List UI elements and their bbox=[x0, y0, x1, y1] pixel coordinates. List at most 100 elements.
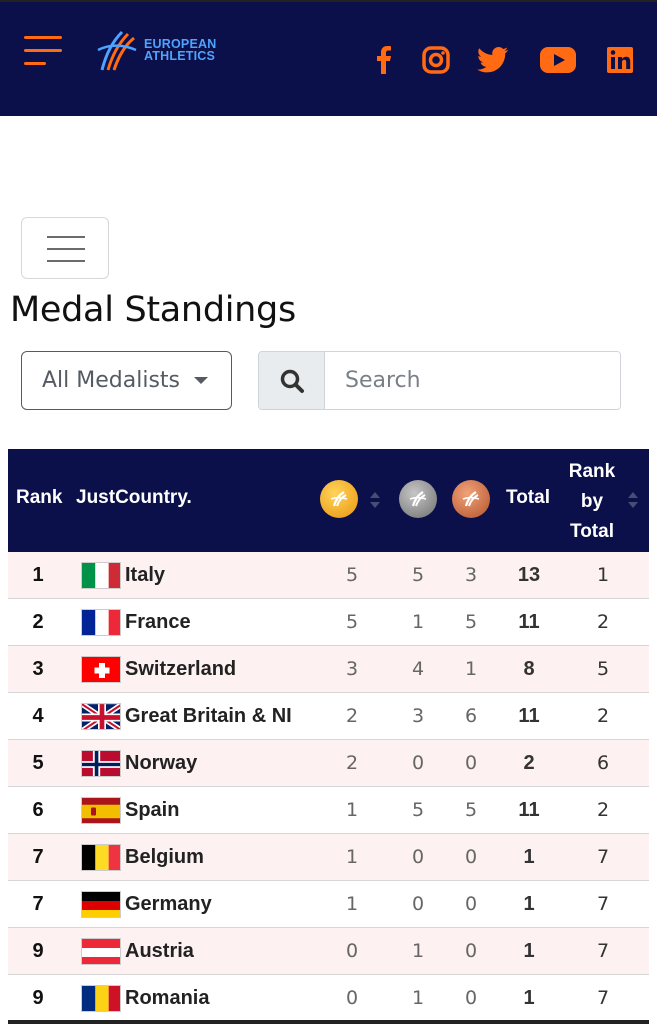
country-cell[interactable]: Spain bbox=[125, 799, 180, 821]
silver-cell: 1 bbox=[411, 611, 425, 633]
menu-icon[interactable] bbox=[24, 34, 62, 68]
country-cell[interactable]: Romania bbox=[125, 987, 210, 1009]
country-cell[interactable]: Norway bbox=[125, 752, 198, 774]
bronze-cell: 0 bbox=[464, 987, 478, 1009]
spain-flag-icon bbox=[81, 797, 121, 824]
silver-cell: 0 bbox=[411, 752, 425, 774]
column-header-country[interactable]: JustCountry. bbox=[76, 487, 192, 508]
gold-cell: 2 bbox=[345, 705, 359, 727]
bronze-cell: 0 bbox=[464, 940, 478, 962]
table-row[interactable]: 9 Romania 0 1 0 1 7 bbox=[8, 975, 649, 1022]
table-row[interactable]: 1 Italy 5 5 3 13 1 bbox=[8, 552, 649, 599]
search-group bbox=[258, 351, 621, 410]
great-britain-flag-icon bbox=[81, 703, 121, 730]
rank-by-total-cell: 5 bbox=[596, 658, 610, 680]
logo-icon bbox=[97, 30, 137, 71]
youtube-icon[interactable] bbox=[538, 42, 578, 78]
total-cell: 1 bbox=[523, 940, 535, 962]
table-bottom-border bbox=[8, 1020, 649, 1024]
chevron-down-icon bbox=[194, 377, 209, 384]
logo-text: EUROPEAN ATHLETICS bbox=[144, 38, 216, 63]
search-button[interactable] bbox=[259, 352, 325, 409]
rank-cell: 5 bbox=[32, 752, 44, 774]
rank-cell: 3 bbox=[32, 658, 44, 680]
table-row[interactable]: 5 Norway 2 0 0 2 6 bbox=[8, 740, 649, 787]
filter-selected-label: All Medalists bbox=[42, 368, 181, 393]
country-cell[interactable]: Switzerland bbox=[125, 658, 237, 680]
bronze-cell: 1 bbox=[464, 658, 478, 680]
germany-flag-icon bbox=[81, 891, 121, 918]
country-cell[interactable]: Great Britain & NI bbox=[125, 705, 292, 727]
rank-by-total-cell: 6 bbox=[596, 752, 610, 774]
gold-cell: 0 bbox=[345, 987, 359, 1009]
silver-cell: 3 bbox=[411, 705, 425, 727]
gold-cell: 2 bbox=[345, 752, 359, 774]
romania-flag-icon bbox=[81, 985, 121, 1012]
bronze-medal-icon[interactable] bbox=[452, 480, 490, 518]
rank-cell: 1 bbox=[32, 564, 44, 586]
search-icon bbox=[280, 369, 304, 393]
france-flag-icon bbox=[81, 609, 121, 636]
gold-cell: 5 bbox=[345, 611, 359, 633]
country-cell[interactable]: Germany bbox=[125, 893, 212, 915]
bronze-cell: 0 bbox=[464, 752, 478, 774]
table-row[interactable]: 9 Austria 0 1 0 1 7 bbox=[8, 928, 649, 975]
silver-cell: 0 bbox=[411, 846, 425, 868]
rank-by-total-line-3: Total bbox=[570, 521, 614, 542]
table-row[interactable]: 7 Germany 1 0 0 1 7 bbox=[8, 881, 649, 928]
header-bar: EUROPEAN ATHLETICS bbox=[0, 0, 657, 116]
table-row[interactable]: 3 Switzerland 3 4 1 8 5 bbox=[8, 646, 649, 693]
total-cell: 13 bbox=[517, 564, 541, 586]
rank-cell: 7 bbox=[32, 893, 44, 915]
total-cell: 1 bbox=[523, 893, 535, 915]
total-cell: 11 bbox=[518, 799, 540, 821]
table-body: 1 Italy 5 5 3 13 1 2 France 5 1 5 11 2 3 Switzerland 3 4 1… bbox=[8, 552, 649, 1022]
country-cell[interactable]: Austria bbox=[125, 940, 194, 962]
silver-cell: 1 bbox=[411, 940, 425, 962]
navbar-toggle-button[interactable] bbox=[21, 217, 109, 279]
twitter-icon[interactable] bbox=[474, 42, 512, 78]
gold-cell: 3 bbox=[345, 658, 359, 680]
silver-medal-icon[interactable] bbox=[399, 480, 437, 518]
search-input[interactable] bbox=[325, 352, 620, 409]
rank-by-total-cell: 2 bbox=[596, 799, 610, 821]
sort-icon[interactable] bbox=[370, 492, 380, 508]
column-header-total[interactable]: Total bbox=[506, 487, 550, 508]
bronze-cell: 5 bbox=[464, 611, 478, 633]
medalist-filter-dropdown[interactable]: All Medalists bbox=[21, 351, 232, 410]
silver-cell: 5 bbox=[411, 799, 425, 821]
table-row[interactable]: 6 Spain 1 5 5 11 2 bbox=[8, 787, 649, 834]
column-header-rank[interactable]: Rank bbox=[16, 487, 63, 508]
rank-cell: 2 bbox=[32, 611, 44, 633]
rank-cell: 9 bbox=[32, 987, 44, 1009]
total-cell: 8 bbox=[523, 658, 535, 680]
rank-by-total-cell: 2 bbox=[596, 705, 610, 727]
sort-icon[interactable] bbox=[628, 492, 638, 508]
linkedin-icon[interactable] bbox=[604, 42, 636, 78]
gold-cell: 1 bbox=[345, 799, 359, 821]
country-cell[interactable]: Belgium bbox=[125, 846, 204, 868]
country-cell[interactable]: Italy bbox=[125, 564, 166, 586]
table-row[interactable]: 4 Great Britain & NI 2 3 6 11 2 bbox=[8, 693, 649, 740]
gold-medal-icon[interactable] bbox=[320, 480, 358, 518]
gold-cell: 1 bbox=[345, 893, 359, 915]
silver-cell: 4 bbox=[411, 658, 425, 680]
gold-cell: 1 bbox=[345, 846, 359, 868]
silver-cell: 0 bbox=[411, 893, 425, 915]
table-row[interactable]: 7 Belgium 1 0 0 1 7 bbox=[8, 834, 649, 881]
table-header: Rank JustCountry. Total Rank by Total bbox=[8, 449, 649, 552]
gold-cell: 5 bbox=[345, 564, 359, 586]
table-row[interactable]: 2 France 5 1 5 11 2 bbox=[8, 599, 649, 646]
instagram-icon[interactable] bbox=[420, 42, 452, 78]
column-header-rank-by-total[interactable]: Rank by Total bbox=[568, 457, 616, 547]
logo[interactable]: EUROPEAN ATHLETICS bbox=[92, 26, 232, 76]
rank-by-total-line-1: Rank bbox=[568, 461, 616, 482]
total-cell: 11 bbox=[518, 611, 540, 633]
silver-cell: 5 bbox=[411, 564, 425, 586]
bronze-cell: 6 bbox=[464, 705, 478, 727]
bronze-cell: 5 bbox=[464, 799, 478, 821]
rank-cell: 4 bbox=[32, 705, 44, 727]
country-cell[interactable]: France bbox=[125, 611, 191, 633]
facebook-icon[interactable] bbox=[372, 42, 396, 78]
switzerland-flag-icon bbox=[81, 656, 121, 683]
